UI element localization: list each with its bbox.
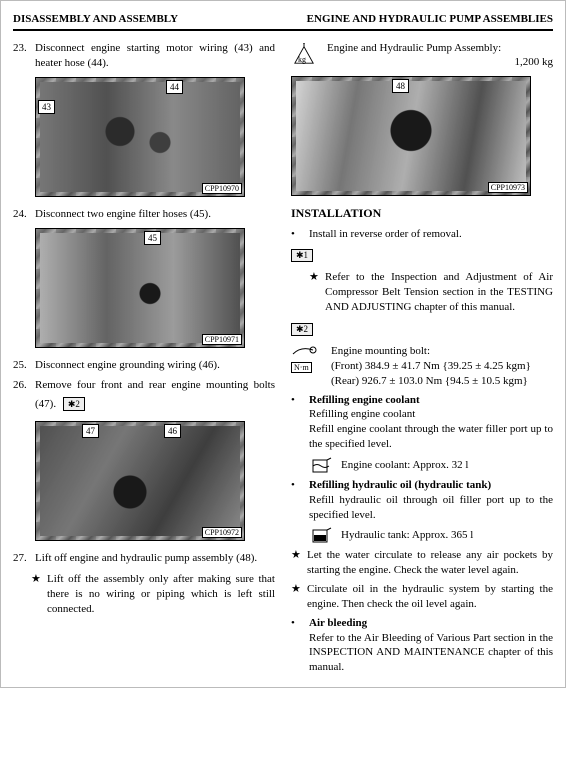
coolant-value: Engine coolant: Approx. 32 l (341, 459, 468, 471)
bullet-hyd: • Refilling hydraulic oil (hydraulic tan… (291, 478, 553, 523)
air-title: Air bleeding (309, 617, 367, 629)
air-l1: Refer to the Air Bleeding of Various Par… (309, 632, 553, 674)
oil-icon (311, 526, 333, 544)
step-25: 25. Disconnect engine grounding wiring (… (13, 358, 275, 373)
figure-3-code: CPP10972 (202, 527, 242, 538)
callout-43: 43 (38, 100, 55, 114)
step-23: 23. Disconnect engine starting motor wir… (13, 41, 275, 71)
bullet-air-mark: • (291, 616, 309, 675)
star-oil-text: Circulate oil in the hydraulic system by… (307, 582, 553, 612)
coolant-l1: Refilling engine coolant (309, 408, 415, 420)
step-27-text: Lift off engine and hydraulic pump assem… (35, 551, 275, 566)
document-page: DISASSEMBLY AND ASSEMBLY ENGINE AND HYDR… (0, 0, 566, 688)
star-27-mark: ★ (31, 572, 47, 617)
torque-icon: N·m (291, 344, 323, 389)
figure-2-code: CPP10971 (202, 334, 242, 345)
ref-box-2: ✱2 (291, 323, 313, 336)
coolant-title: Refilling engine coolant (309, 394, 420, 406)
star-27: ★ Lift off the assembly only after makin… (31, 572, 275, 617)
step-26: 26. Remove four front and rear engine mo… (13, 378, 275, 415)
kg-icon: kg (291, 43, 317, 65)
figure-4: 48 CPP10973 (291, 76, 531, 196)
torque-rear: (Rear) 926.7 ± 103.0 Nm {94.5 ± 10.5 kgm… (331, 374, 553, 389)
step-23-num: 23. (13, 41, 35, 71)
star-ref1-mark: ★ (309, 270, 325, 315)
bullet-air: • Air bleeding Refer to the Air Bleeding… (291, 616, 553, 675)
star-27-text: Lift off the assembly only after making … (47, 572, 275, 617)
step-24-num: 24. (13, 207, 35, 222)
step-23-text: Disconnect engine starting motor wiring … (35, 41, 275, 71)
figure-2: 45 CPP10971 (35, 228, 245, 348)
nm-label: N·m (291, 362, 312, 373)
star-water-text: Let the water circulate to release any a… (307, 548, 553, 578)
step-25-num: 25. (13, 358, 35, 373)
installation-title: INSTALLATION (291, 206, 553, 221)
hyd-title: Refilling hydraulic oil (hydraulic tank) (309, 479, 491, 491)
bullet-coolant: • Refilling engine coolant Refilling eng… (291, 393, 553, 452)
step-24: 24. Disconnect two engine filter hoses (… (13, 207, 275, 222)
torque-text: Engine mounting bolt: (Front) 384.9 ± 41… (331, 344, 553, 389)
star-ref1: ★ Refer to the Inspection and Adjustment… (309, 270, 553, 315)
hyd-l1: Refill hydraulic oil through oil filler … (309, 494, 553, 521)
torque-block: N·m Engine mounting bolt: (Front) 384.9 … (291, 344, 553, 389)
two-columns: 23. Disconnect engine starting motor wir… (13, 41, 553, 679)
bullet-air-text: Air bleeding Refer to the Air Bleeding o… (309, 616, 553, 675)
water-icon (311, 456, 333, 474)
figure-1-code: CPP10970 (202, 183, 242, 194)
weight-block: kg Engine and Hydraulic Pump Assembly: 1… (291, 41, 553, 70)
ref-box-26: ✱2 (63, 397, 85, 411)
bullet-coolant-text: Refilling engine coolant Refilling engin… (309, 393, 553, 452)
left-column: 23. Disconnect engine starting motor wir… (13, 41, 275, 679)
step-24-text: Disconnect two engine filter hoses (45). (35, 207, 275, 222)
step-25-text: Disconnect engine grounding wiring (46). (35, 358, 275, 373)
callout-46: 46 (164, 424, 181, 438)
step-26-text: Remove four front and rear engine mounti… (35, 378, 275, 415)
coolant-l2: Refill engine coolant through the water … (309, 423, 553, 450)
figure-4-photo (296, 81, 526, 191)
callout-47: 47 (82, 424, 99, 438)
bullet-hyd-text: Refilling hydraulic oil (hydraulic tank)… (309, 478, 553, 523)
weight-text: Engine and Hydraulic Pump Assembly: 1,20… (327, 41, 553, 70)
bullet-install-text: Install in reverse order of removal. (309, 227, 553, 242)
right-column: kg Engine and Hydraulic Pump Assembly: 1… (291, 41, 553, 679)
hyd-value-row: Hydraulic tank: Approx. 365 l (311, 526, 553, 544)
ref-box-1: ✱1 (291, 249, 313, 262)
torque-front: (Front) 384.9 ± 41.7 Nm {39.25 ± 4.25 kg… (331, 359, 553, 374)
bullet-coolant-mark: • (291, 393, 309, 452)
figure-1-photo (40, 82, 240, 192)
page-header: DISASSEMBLY AND ASSEMBLY ENGINE AND HYDR… (13, 13, 553, 31)
bullet-install: • Install in reverse order of removal. (291, 227, 553, 242)
figure-2-photo (40, 233, 240, 343)
star-oil-mark: ★ (291, 582, 307, 612)
star-ref1-text: Refer to the Inspection and Adjustment o… (325, 270, 553, 315)
figure-1: 43 44 CPP10970 (35, 77, 245, 197)
callout-48: 48 (392, 79, 409, 93)
figure-4-code: CPP10973 (488, 182, 528, 193)
hyd-value: Hydraulic tank: Approx. 365 l (341, 529, 473, 541)
star-water-mark: ★ (291, 548, 307, 578)
callout-45: 45 (144, 231, 161, 245)
star-oil: ★ Circulate oil in the hydraulic system … (291, 582, 553, 612)
step-27: 27. Lift off engine and hydraulic pump a… (13, 551, 275, 566)
callout-44: 44 (166, 80, 183, 94)
weight-title: Engine and Hydraulic Pump Assembly: (327, 41, 553, 55)
bullet-hyd-mark: • (291, 478, 309, 523)
torque-label: Engine mounting bolt: (331, 344, 553, 359)
header-left: DISASSEMBLY AND ASSEMBLY (13, 13, 178, 25)
step-26-num: 26. (13, 378, 35, 415)
bullet-install-mark: • (291, 227, 309, 242)
header-right: ENGINE AND HYDRAULIC PUMP ASSEMBLIES (307, 13, 553, 25)
step-27-num: 27. (13, 551, 35, 566)
figure-3-photo (40, 426, 240, 536)
coolant-value-row: Engine coolant: Approx. 32 l (311, 456, 553, 474)
star-water: ★ Let the water circulate to release any… (291, 548, 553, 578)
kg-label: kg (298, 55, 306, 64)
figure-3: 47 46 CPP10972 (35, 421, 245, 541)
weight-value: 1,200 kg (327, 55, 553, 69)
